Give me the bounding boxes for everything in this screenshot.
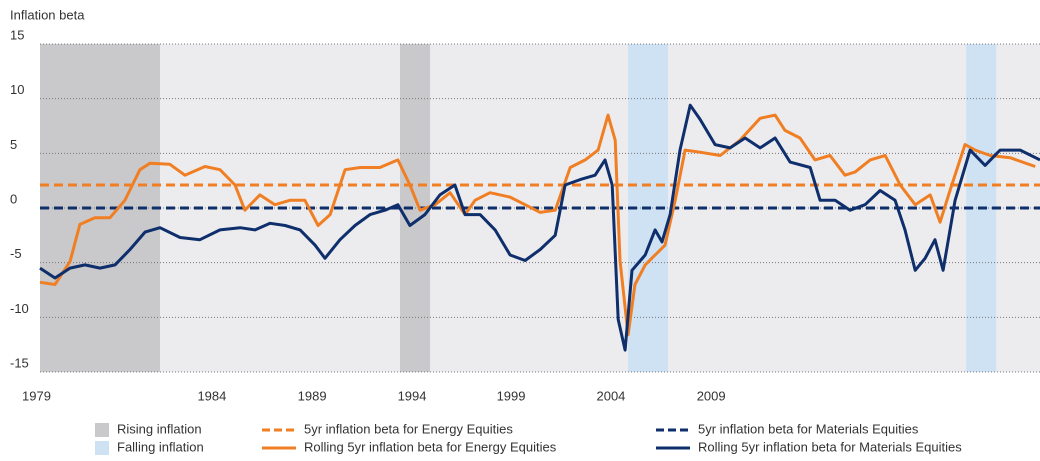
y-tick-label: 10 — [10, 82, 24, 97]
y-tick-label: 0 — [10, 191, 17, 206]
legend-label: Rising inflation — [117, 421, 202, 436]
x-tick-label: 1999 — [497, 388, 526, 403]
legend-swatch — [95, 423, 109, 437]
x-tick-label: 1989 — [298, 388, 327, 403]
x-tick-label: 1979 — [22, 388, 51, 403]
x-tick-label: 2004 — [596, 388, 625, 403]
y-tick-label: -10 — [10, 301, 29, 316]
y-tick-label: 15 — [10, 27, 24, 42]
x-tick-label: 1994 — [398, 388, 427, 403]
legend-label: Rolling 5yr inflation beta for Energy Eq… — [304, 439, 557, 454]
legend-label: 5yr inflation beta for Materials Equitie… — [698, 421, 919, 436]
legend-swatch — [95, 441, 109, 455]
y-axis-title: Inflation beta — [10, 7, 85, 22]
y-tick-label: 5 — [10, 137, 17, 152]
x-tick-label: 2009 — [697, 388, 726, 403]
y-tick-label: -5 — [10, 246, 22, 261]
legend-label: Falling inflation — [117, 439, 204, 454]
y-tick-label: -15 — [10, 355, 29, 370]
x-tick-label: 1984 — [197, 388, 226, 403]
legend-label: 5yr inflation beta for Energy Equities — [304, 421, 513, 436]
legend-label: Rolling 5yr inflation beta for Materials… — [698, 439, 962, 454]
series-line — [39, 113, 1036, 337]
series-line — [39, 103, 1040, 352]
